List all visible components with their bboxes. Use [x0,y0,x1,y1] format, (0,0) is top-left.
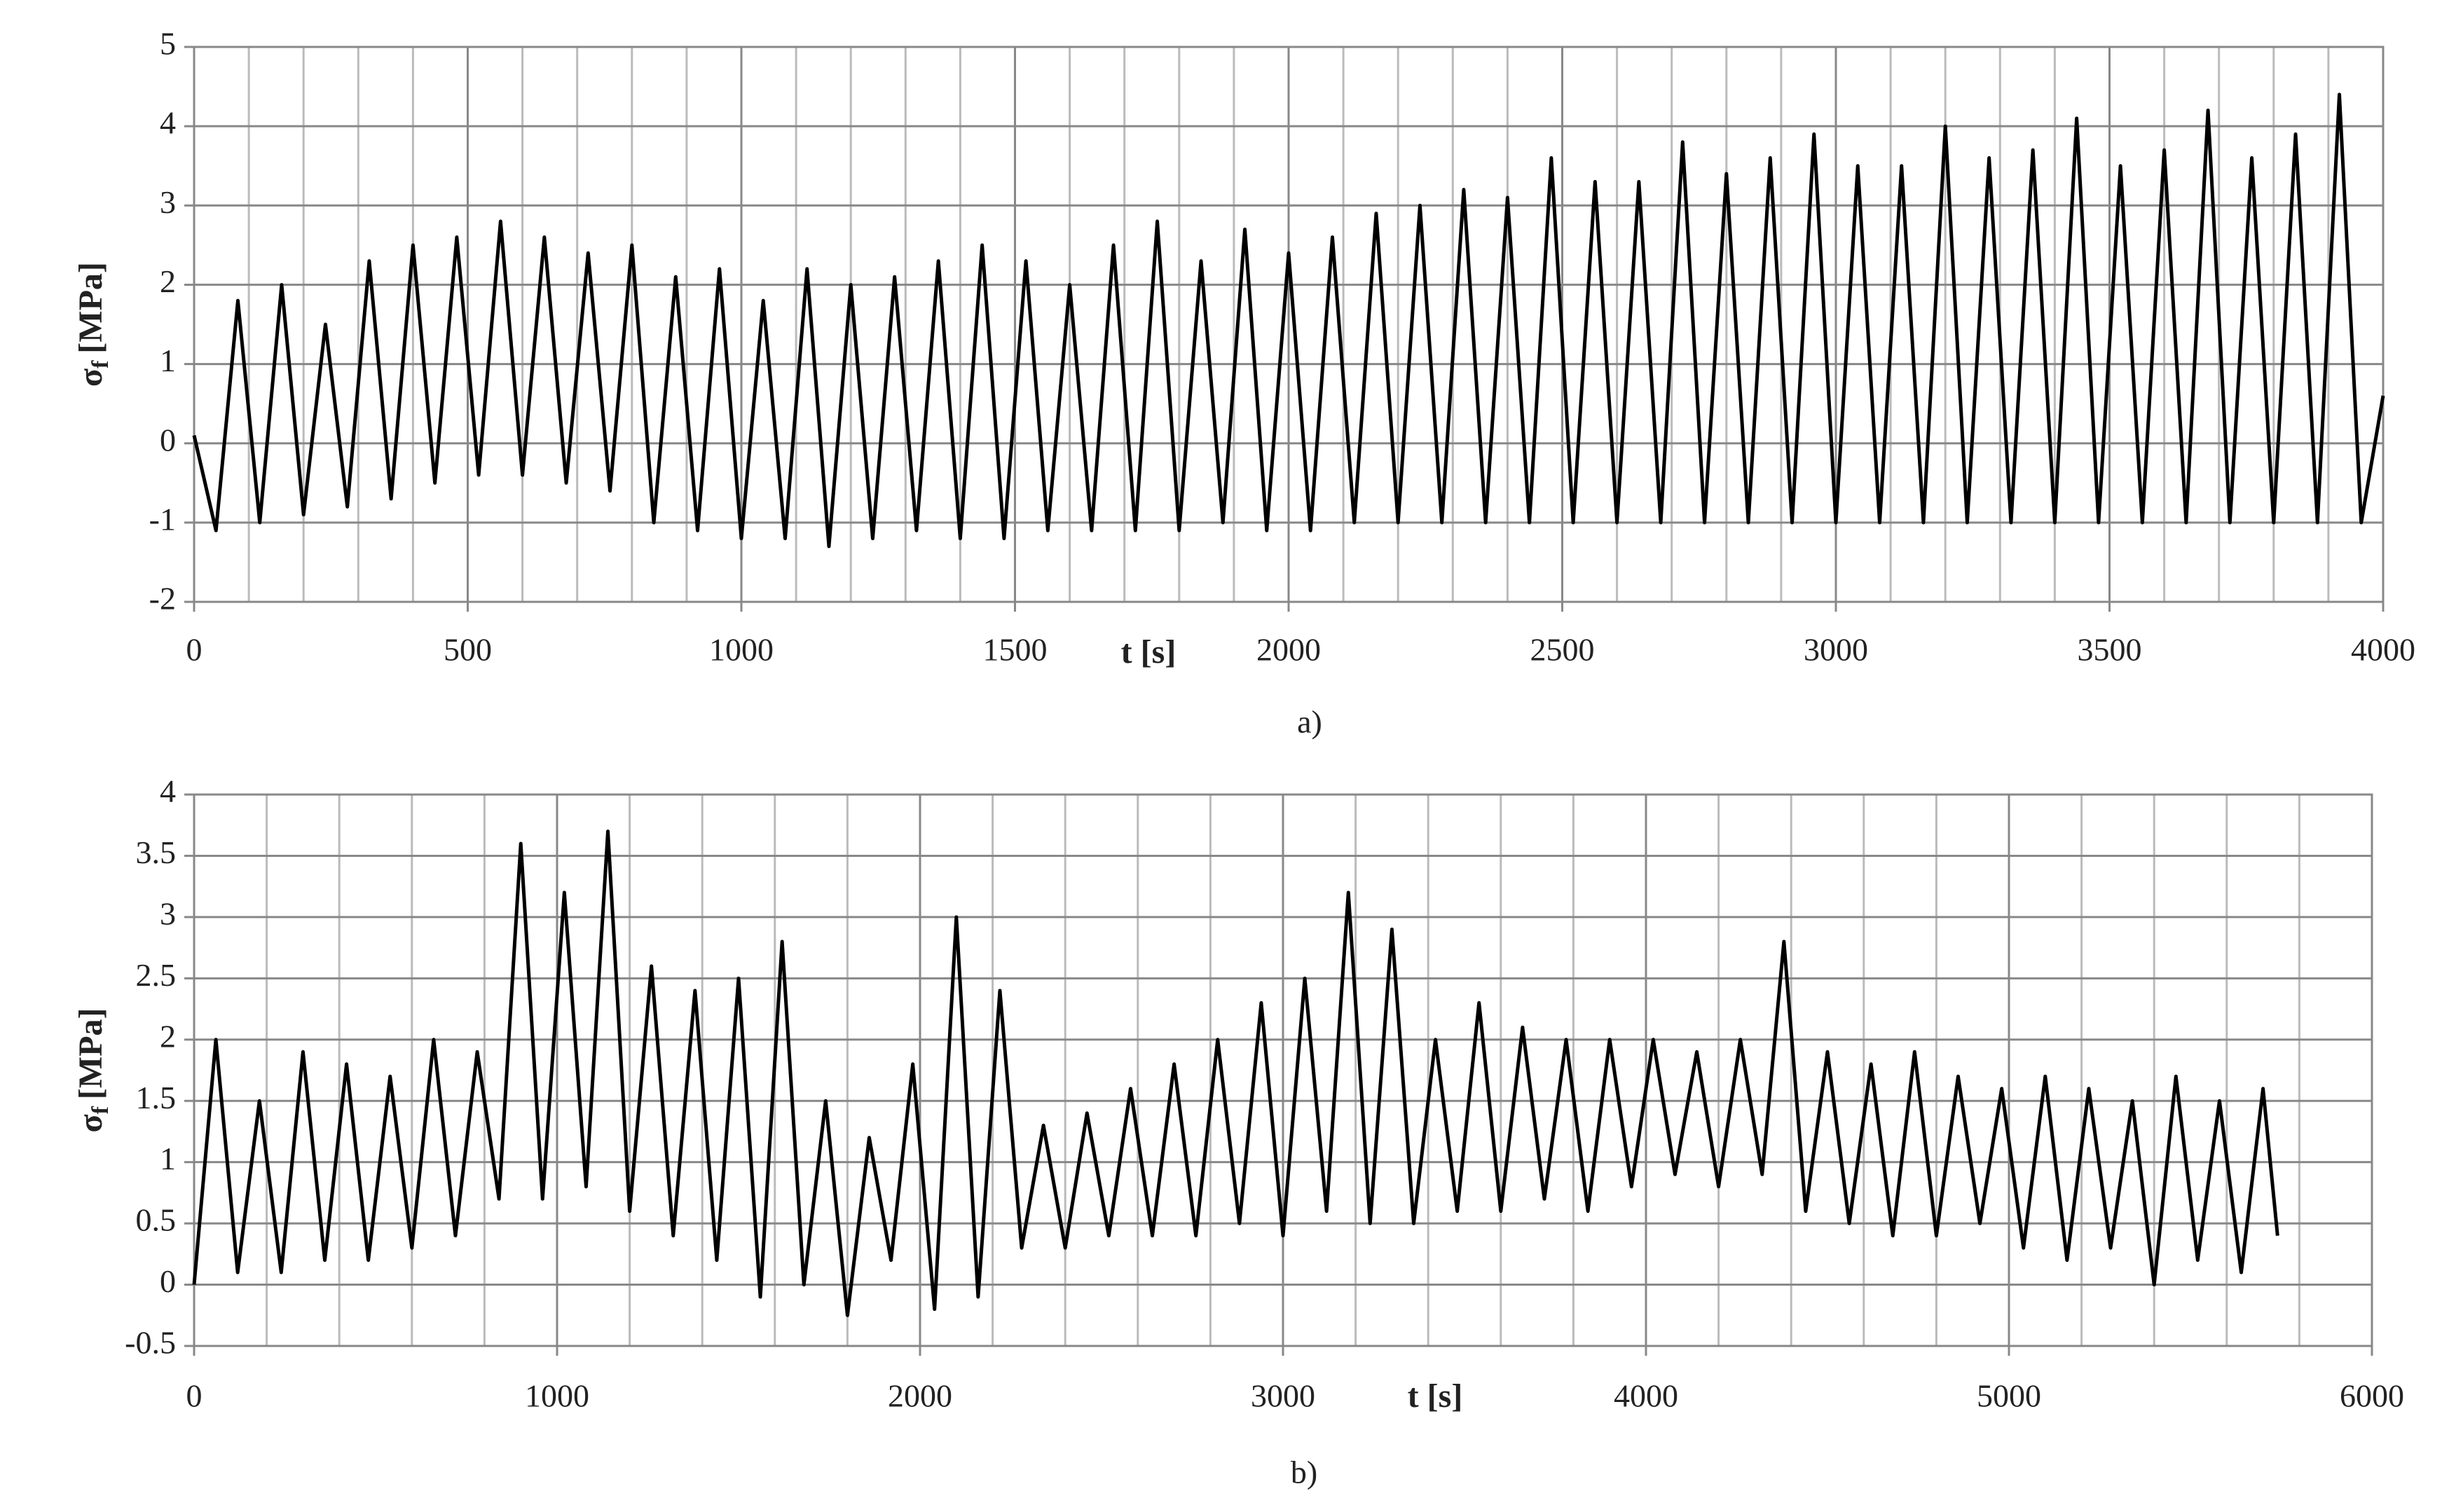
x-tick-label: 4000 [1614,1378,1678,1414]
y-tick-label: 0.5 [136,1202,177,1238]
x-tick-label: 3000 [1251,1378,1315,1414]
data-line [192,829,2279,1317]
x-tick-label: 0 [186,1378,203,1414]
y-tick-label: 2 [160,1018,176,1054]
data-line [192,92,2385,549]
y-tick-label: 0 [160,422,176,458]
x-axis-label: t [s] [1408,1377,1463,1415]
x-tick-label: 2000 [1256,632,1321,668]
x-tick-label: 3000 [1804,632,1868,668]
x-tick-label: 3500 [2078,632,2142,668]
y-label-unit: [MPa] [72,262,109,354]
y-label-symbol: σ [72,369,109,387]
y-label-symbol: σ [72,1114,109,1132]
x-tick-label: 1500 [983,632,1048,668]
x-tick-label: 5000 [1977,1378,2041,1414]
y-label-subscript: f [88,360,114,369]
y-tick-label: -2 [149,581,176,617]
y-tick-label: 3.5 [136,834,177,870]
y-tick-label: -0.5 [125,1325,176,1361]
y-axis-label: σf [MPa] [72,1008,114,1132]
y-tick-label: 3 [160,895,176,931]
y-tick-label: 2.5 [136,957,177,993]
y-tick-label: 2 [160,263,176,299]
x-tick-label: 0 [186,632,203,668]
x-tick-label: 6000 [2340,1378,2404,1414]
y-tick-label: 4 [160,774,176,809]
y-tick-label: 3 [160,184,176,220]
y-tick-label: 0 [160,1263,176,1299]
x-tick-label: 2500 [1530,632,1595,668]
y-tick-label: 4 [160,105,176,141]
x-tick-label: 2000 [888,1378,952,1414]
y-label-subscript: f [88,1106,114,1114]
plot-frame [193,793,2373,1347]
y-tick-label: 1.5 [136,1080,177,1115]
x-tick-label: 1000 [525,1378,589,1414]
y-tick-label: -1 [149,501,176,537]
x-tick-label: 1000 [709,632,774,668]
caption: a) [1297,704,1322,740]
y-tick-label: 1 [160,1141,176,1176]
caption: b) [1291,1455,1317,1490]
y-axis-label: σf [MPa] [72,262,114,387]
y-tick-label: 1 [160,343,176,378]
plot-frame [193,46,2385,603]
y-label-unit: [MPa] [72,1008,109,1099]
y-tick-label: 5 [160,26,176,62]
x-axis-label: t [s] [1121,633,1177,671]
x-tick-label: 500 [444,632,492,668]
x-tick-label: 4000 [2351,632,2415,668]
